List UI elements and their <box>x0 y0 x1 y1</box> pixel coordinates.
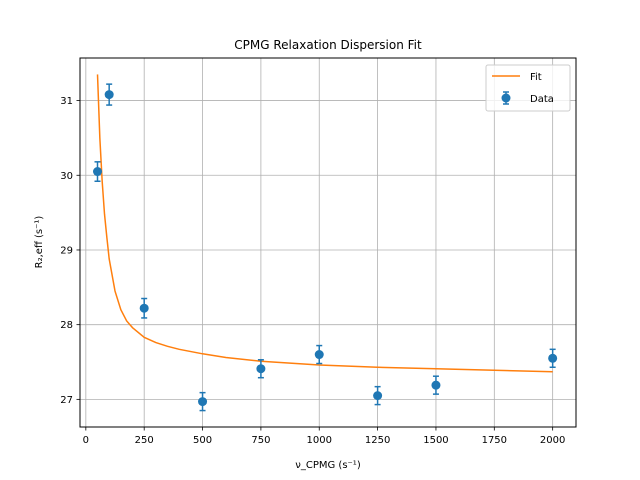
x-tick-label: 750 <box>251 435 270 446</box>
x-tick-label: 500 <box>193 435 212 446</box>
fit-series <box>96 74 553 373</box>
x-axis: 0 250 500 750 1000 1250 1500 1750 2000 <box>83 427 565 446</box>
data-point <box>431 380 441 390</box>
x-tick-label: 1500 <box>423 435 448 446</box>
legend-data-swatch <box>501 91 511 105</box>
chart-title: CPMG Relaxation Dispersion Fit <box>234 38 422 52</box>
y-tick-label: 30 <box>60 171 73 182</box>
data-point <box>139 303 149 313</box>
data-point <box>93 167 103 177</box>
grid <box>80 58 576 427</box>
x-tick-label: 1750 <box>482 435 507 446</box>
x-tick-label: 1000 <box>307 435 332 446</box>
y-tick-label: 27 <box>60 395 73 406</box>
legend-data-label: Data <box>530 94 554 105</box>
x-tick-label: 0 <box>83 435 89 446</box>
y-tick-label: 28 <box>60 320 73 331</box>
y-axis: 27 28 29 30 31 <box>60 96 80 406</box>
plot-frame <box>79 57 577 428</box>
data-point <box>314 350 324 360</box>
legend-fit-label: Fit <box>530 72 542 83</box>
x-tick-label: 1250 <box>365 435 390 446</box>
x-tick-label: 2000 <box>540 435 565 446</box>
data-point <box>104 90 114 100</box>
data-point <box>256 364 266 374</box>
y-tick-label: 31 <box>60 96 73 107</box>
x-axis-label: ν_CPMG (s⁻¹) <box>295 460 361 471</box>
data-point <box>198 397 208 407</box>
legend: Fit Data <box>485 64 571 112</box>
x-tick-label: 250 <box>135 435 154 446</box>
fit-line <box>96 74 553 373</box>
data-point <box>373 391 383 401</box>
data-point <box>548 353 558 363</box>
legend-box <box>485 64 571 112</box>
y-tick-label: 29 <box>60 245 73 256</box>
data-series <box>93 83 558 412</box>
y-axis-label: R₂,eff (s⁻¹) <box>34 216 45 269</box>
